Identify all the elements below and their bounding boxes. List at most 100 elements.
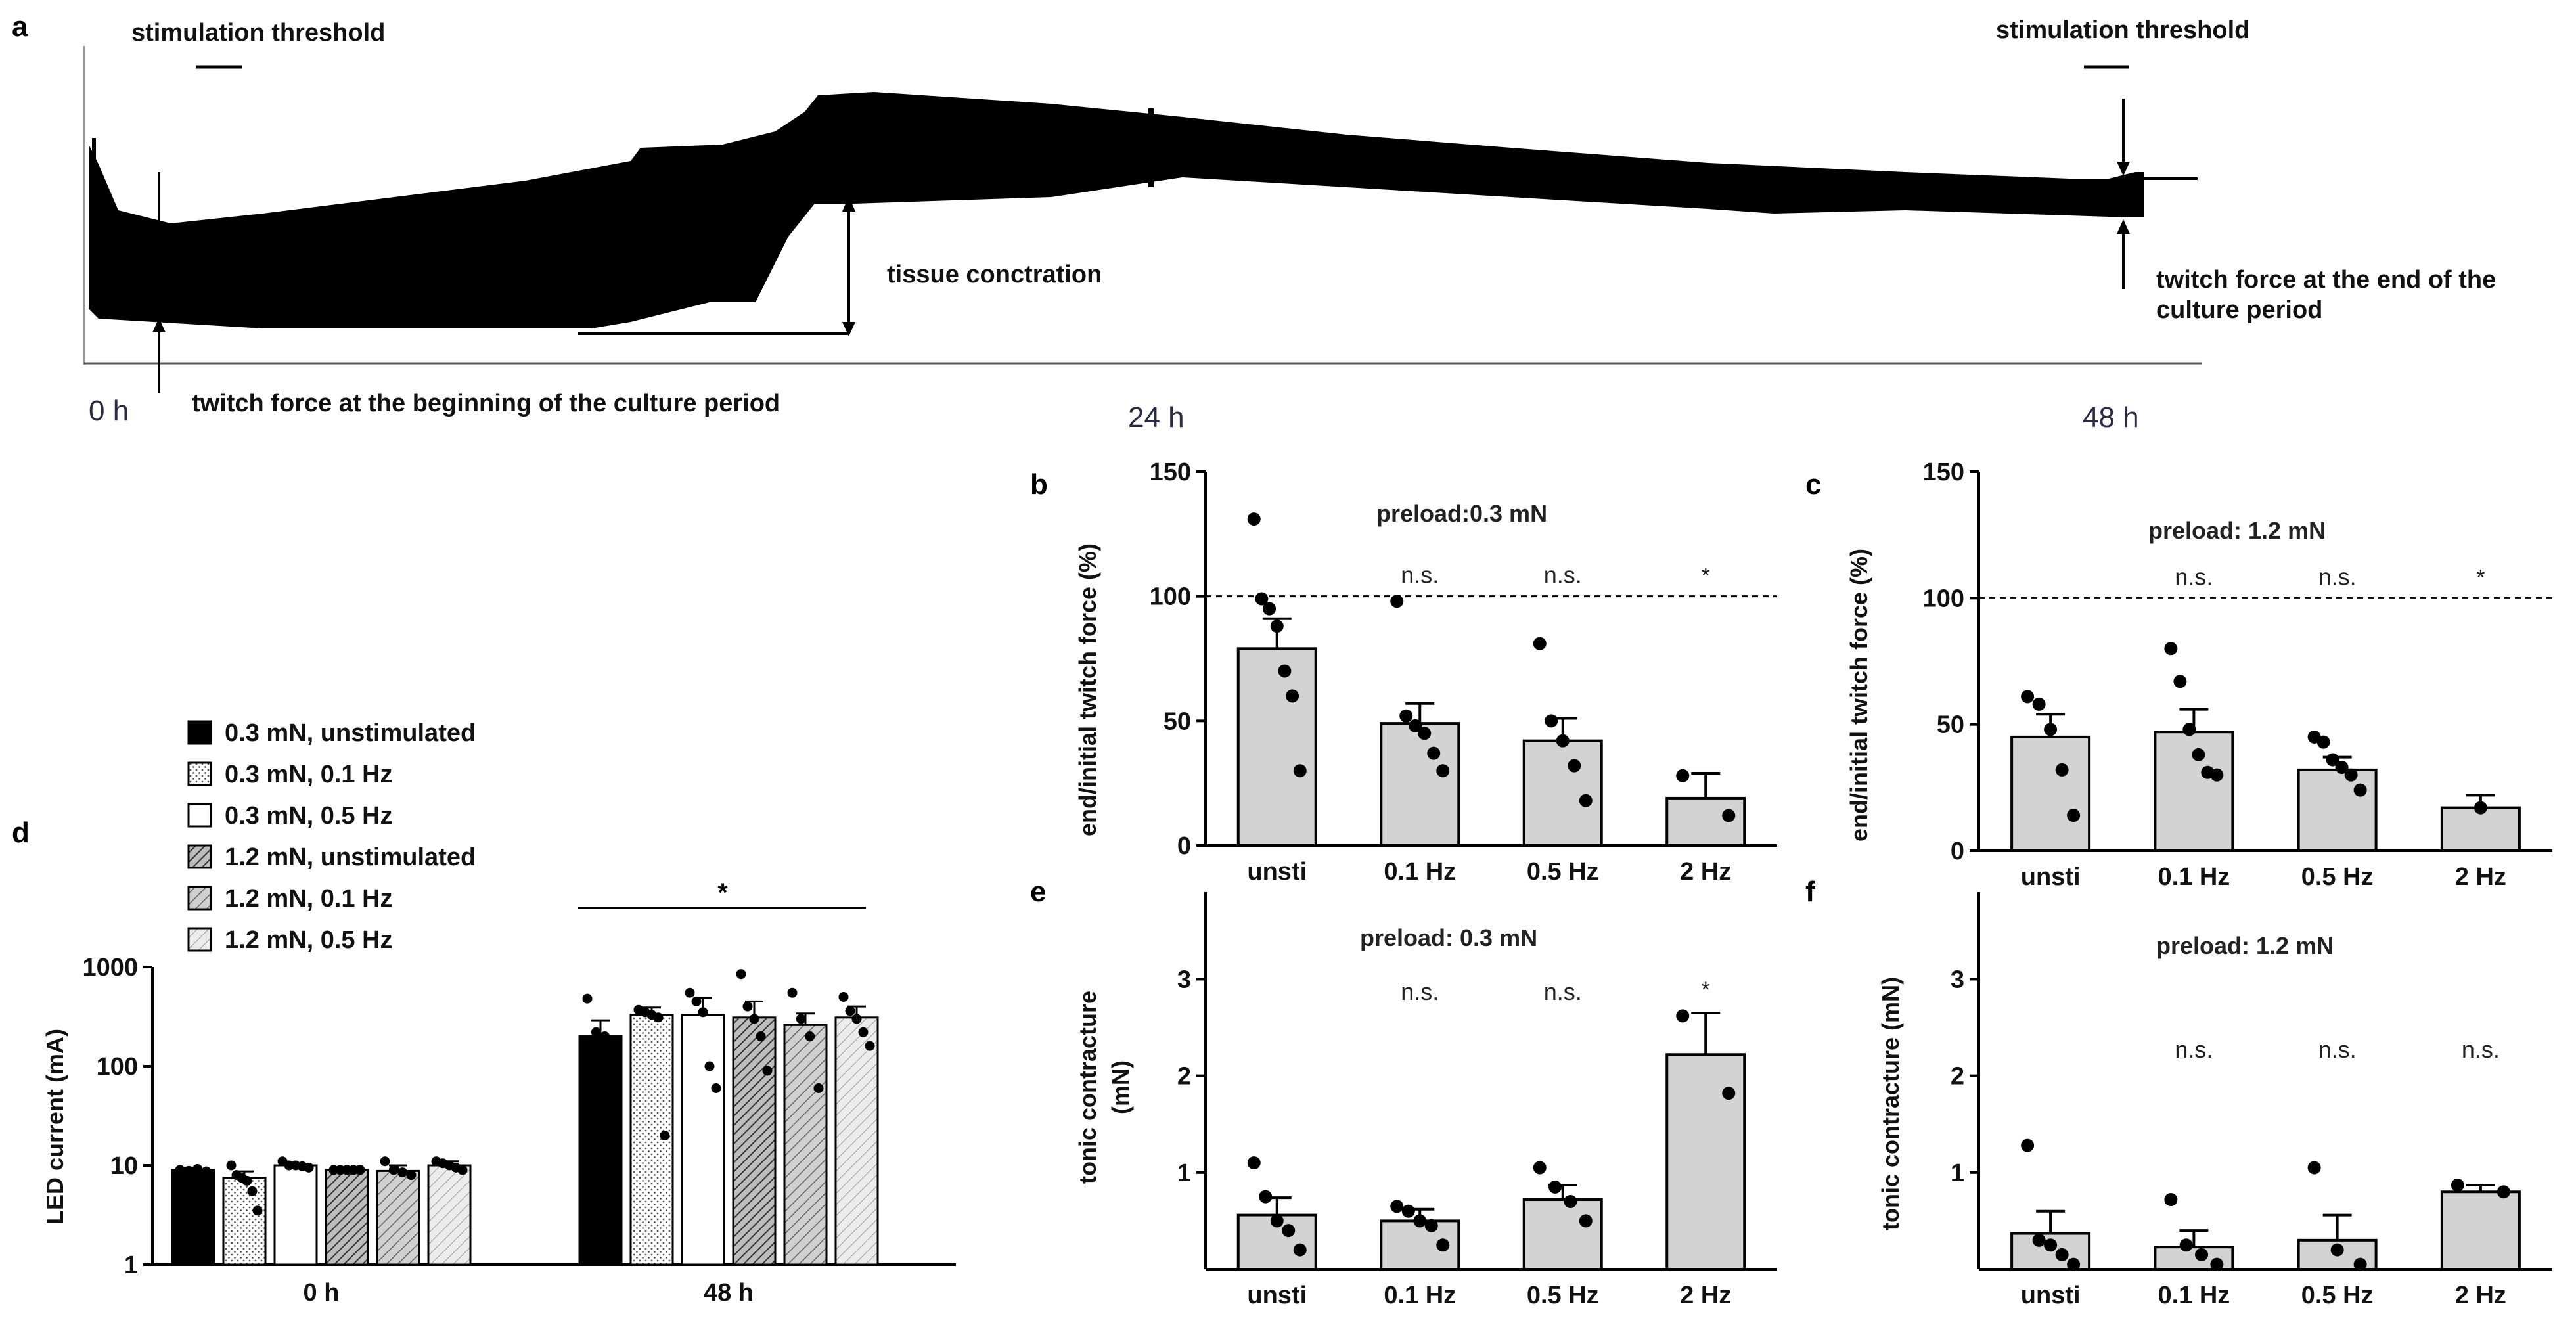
arrow-end-bottom-head: [2117, 219, 2130, 234]
d-bar-0-0: [171, 1169, 215, 1266]
c-ytick-label-150: 150: [1923, 459, 1964, 486]
e-point-1-4: [1436, 1238, 1450, 1252]
panel-f-preload: preload: 1.2 mN: [2156, 932, 2334, 959]
panel-b-preload: preload:0.3 mN: [1376, 500, 1547, 527]
b-point-1-0: [1390, 595, 1404, 608]
time-label-24h: 24 h: [1128, 401, 1185, 434]
d-bar-0-4: [376, 1169, 420, 1266]
c-point-0-2: [2044, 723, 2058, 736]
b-xtick-label-2: 0.5 Hz: [1527, 858, 1599, 886]
c-xtick-label-0: unsti: [2021, 863, 2081, 891]
force-trace: [89, 92, 2144, 328]
d-point-1-2-1: [691, 996, 702, 1006]
d-point-1-2-2: [698, 1007, 708, 1018]
e-ytick-label-1: 1: [1177, 1160, 1191, 1187]
b-xtick-label-1: 0.1 Hz: [1384, 858, 1456, 886]
d-point-1-3-4: [762, 1066, 773, 1076]
legend-label-0: 0.3 mN, unstimulated: [225, 719, 476, 747]
f-ytick-label-3: 3: [1951, 966, 1964, 993]
f-point-1-1: [2179, 1238, 2193, 1252]
e-bar-2: [1522, 1198, 1603, 1271]
d-bar-1-2: [681, 1014, 725, 1266]
b-point-1-3: [1418, 727, 1432, 740]
e-point-2-2: [1564, 1194, 1577, 1208]
d-point-1-0-2: [600, 1031, 610, 1042]
d-point-1-4-2: [805, 1031, 815, 1042]
f-xtick-label-0: unsti: [2021, 1282, 2081, 1309]
e-point-1-0: [1390, 1200, 1404, 1213]
b-bar-1: [1380, 722, 1460, 847]
panel-e-ylabel-1: tonic contracture: [1074, 991, 1101, 1184]
d-point-0-2-4: [304, 1162, 314, 1173]
panel-e-preload: preload: 0.3 mN: [1360, 924, 1537, 951]
b-bar-3: [1665, 796, 1746, 847]
d-point-1-5-4: [865, 1041, 875, 1051]
d-point-1-3-2: [749, 1014, 759, 1024]
f-point-0-0: [2021, 1138, 2035, 1152]
c-point-1-0: [2164, 642, 2178, 656]
b-significance-2: n.s.: [1544, 562, 1582, 589]
b-point-2-3: [1568, 759, 1581, 773]
d-point-1-5-2: [851, 1014, 862, 1024]
d-point-1-5-3: [858, 1027, 869, 1037]
d-point-0-4-0: [380, 1156, 390, 1167]
f-point-1-3: [2210, 1257, 2224, 1271]
f-point-0-3: [2055, 1248, 2069, 1261]
c-xtick-label-2: 0.5 Hz: [2301, 863, 2374, 891]
d-bar-1-0: [578, 1035, 623, 1266]
f-point-2-0: [2307, 1161, 2321, 1175]
d-bar-1-3: [732, 1016, 777, 1266]
f-significance-3: n.s.: [2462, 1036, 2500, 1063]
d-ytick-label-10: 10: [110, 1152, 138, 1180]
d-point-0-1-3: [242, 1175, 252, 1186]
arrow-start-bottom-head: [152, 318, 166, 332]
b-point-0-2: [1263, 602, 1277, 616]
c-xtick-label-1: 0.1 Hz: [2158, 863, 2230, 891]
legend-swatch-5: [187, 927, 212, 952]
d-point-0-1-5: [252, 1205, 263, 1216]
f-significance-1: n.s.: [2175, 1036, 2213, 1063]
legend-swatch-3: [187, 844, 212, 869]
e-ytick-label-2: 2: [1177, 1063, 1191, 1091]
d-point-1-1-4: [660, 1131, 670, 1141]
c-significance-3: *: [2476, 565, 2485, 590]
e-point-1-2: [1413, 1214, 1427, 1228]
d-point-1-0-3: [608, 1035, 619, 1046]
f-bar-3: [2440, 1190, 2521, 1271]
e-point-0-2: [1270, 1214, 1284, 1228]
legend-swatch-1: [187, 761, 212, 786]
e-point-2-0: [1533, 1161, 1547, 1175]
f-ytick-label-1: 1: [1951, 1160, 1964, 1187]
d-group-label-1: 48 h: [704, 1279, 754, 1307]
c-significance-2: n.s.: [2318, 563, 2357, 590]
panel-c-ylabel: end/initial twitch force (%): [1845, 549, 1872, 842]
b-ytick-label-50: 50: [1164, 708, 1191, 735]
d-point-0-0-0: [175, 1165, 185, 1175]
twitch-end-label-2: culture period: [2156, 296, 2322, 324]
e-significance-2: n.s.: [1544, 978, 1582, 1005]
b-point-2-0: [1533, 637, 1547, 650]
b-xtick-label-0: unsti: [1247, 858, 1307, 886]
legend-swatch-0: [187, 720, 212, 745]
b-point-0-5: [1286, 689, 1299, 703]
d-point-1-1-3: [653, 1012, 664, 1023]
d-point-1-0-1: [591, 1027, 601, 1037]
f-point-1-0: [2164, 1193, 2178, 1207]
panel-f-ylabel: tonic contracture (mN): [1877, 977, 1904, 1230]
b-ytick-label-150: 150: [1150, 459, 1191, 486]
d-point-1-4-0: [787, 987, 798, 998]
d-point-1-2-0: [685, 987, 695, 998]
f-point-0-4: [2067, 1257, 2081, 1271]
f-point-0-1: [2032, 1233, 2046, 1247]
panel-f-letter: f: [1805, 876, 1815, 908]
b-bar-0: [1236, 647, 1317, 847]
d-point-1-5-1: [845, 1006, 855, 1016]
e-point-0-3: [1282, 1224, 1296, 1238]
panel-a: a stimulation threshold stimulation thre…: [12, 11, 2496, 434]
c-point-1-3: [2192, 748, 2205, 761]
tissue-contraction-label: tissue conctration: [887, 261, 1102, 288]
f-point-3-0: [2451, 1178, 2464, 1192]
b-point-0-0: [1247, 512, 1261, 526]
legend-label-1: 0.3 mN, 0.1 Hz: [225, 761, 393, 788]
legend-swatch-2: [187, 803, 212, 828]
